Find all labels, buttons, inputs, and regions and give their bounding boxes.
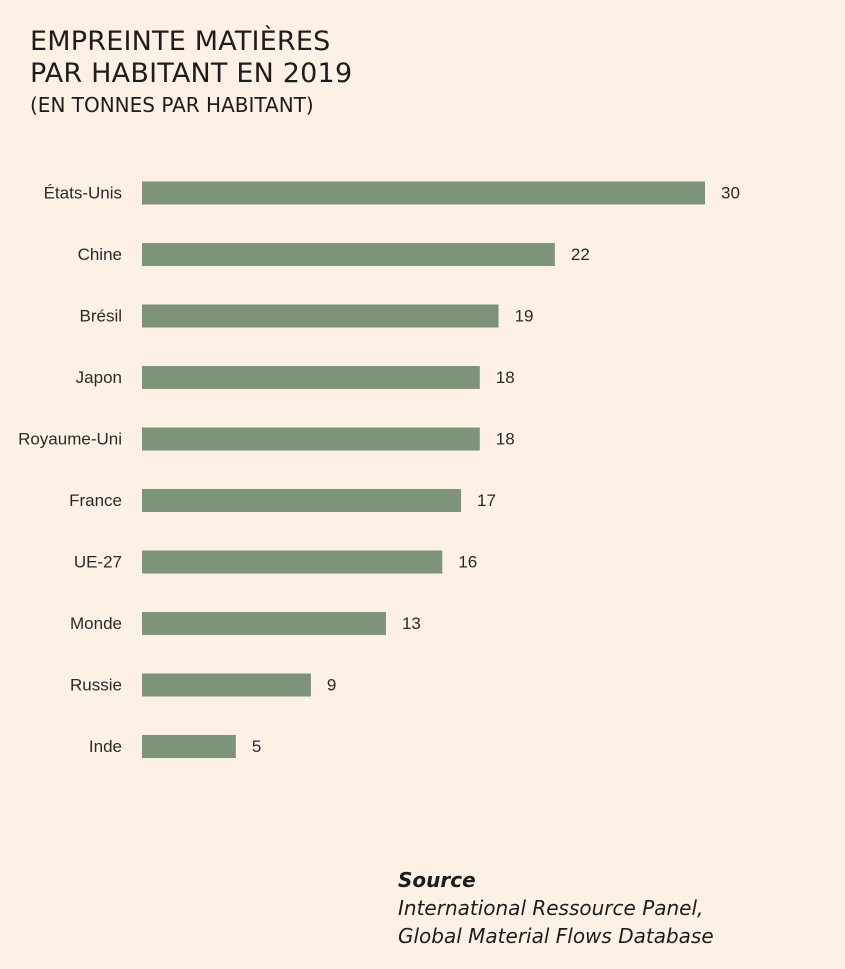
category-label-chine: Chine <box>78 245 122 264</box>
bar-chine <box>142 243 555 266</box>
bar-russie <box>142 673 311 697</box>
category-label-france: France <box>69 491 122 510</box>
bar-inde <box>142 735 236 758</box>
value-label-russie: 9 <box>327 676 336 695</box>
category-label-bresil: Brésil <box>79 307 122 326</box>
chart-title-line-2: PAR HABITANT EN 2019 <box>30 58 353 89</box>
bar-chart: États-Unis 30 Chine 22 Brésil 19 Japon 18 Royaum… <box>18 181 740 758</box>
value-label-chine: 22 <box>571 245 590 264</box>
value-label-monde: 13 <box>402 614 421 633</box>
category-label-etats-unis: États-Unis <box>44 184 122 203</box>
source-line-1: International Ressource Panel, <box>398 896 704 920</box>
value-label-france: 17 <box>477 491 496 510</box>
bar-royaume-uni <box>142 427 480 451</box>
bar-france <box>142 489 462 512</box>
bar-etats-unis <box>142 181 705 205</box>
source-label: Source <box>398 868 476 892</box>
category-label-russie: Russie <box>70 676 122 695</box>
bar-monde <box>142 612 386 635</box>
value-label-ue-27: 16 <box>458 553 477 572</box>
source-note: Source International Ressource Panel, Gl… <box>398 866 714 950</box>
category-label-royaume-uni: Royaume-Uni <box>18 430 122 449</box>
bar-ue-27 <box>142 550 443 574</box>
chart-title-line-1: EMPREINTE MATIÈRES <box>30 26 331 57</box>
bar-bresil <box>142 304 499 328</box>
category-label-monde: Monde <box>70 614 122 633</box>
value-label-inde: 5 <box>252 737 261 756</box>
chart-subtitle: (EN TONNES PAR HABITANT) <box>30 93 314 117</box>
source-line-2: Global Material Flows Database <box>398 924 714 948</box>
category-label-japon: Japon <box>76 368 122 387</box>
category-label-inde: Inde <box>89 737 122 756</box>
value-label-etats-unis: 30 <box>721 184 740 203</box>
value-label-bresil: 19 <box>515 307 534 326</box>
bar-japon <box>142 366 480 389</box>
category-label-ue-27: UE-27 <box>74 553 122 572</box>
value-label-japon: 18 <box>496 368 515 387</box>
chart-title: EMPREINTE MATIÈRES PAR HABITANT EN 2019 <box>30 26 352 90</box>
value-label-royaume-uni: 18 <box>496 430 515 449</box>
